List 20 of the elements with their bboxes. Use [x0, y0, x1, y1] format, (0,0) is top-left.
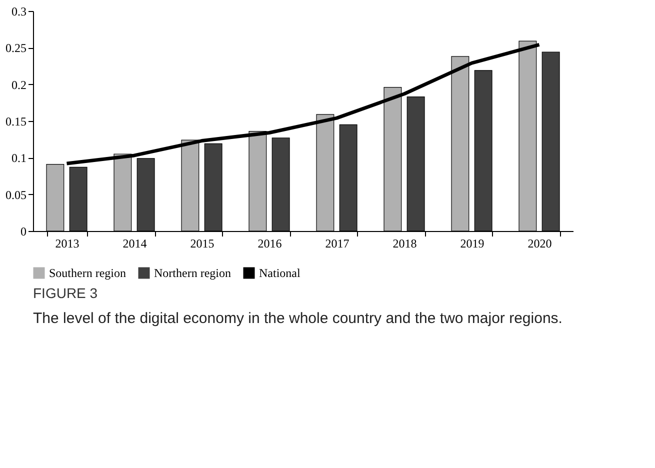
x-tick-label: 2019	[460, 236, 484, 250]
x-tick-label: 2018	[392, 236, 417, 250]
x-tick-label: 2016	[258, 236, 282, 250]
y-tick-label: 0	[20, 224, 26, 238]
legend-label: Northern region	[154, 266, 231, 280]
y-tick-label: 0.15	[6, 114, 26, 128]
x-tick-label: 2014	[122, 236, 147, 250]
caption: FIGURE 3	[33, 285, 98, 301]
y-tick-label: 0.05	[6, 188, 26, 202]
text: The level of the digital economy in the whole country and the two major regions.	[33, 310, 562, 327]
legend-label: National	[259, 266, 301, 280]
x-tick-label: 2013	[55, 236, 80, 250]
y-tick-label: 0.1	[12, 151, 26, 166]
x-tick-label: 2020	[528, 236, 552, 250]
x-tick-label: 2015	[190, 236, 214, 250]
y-tick-label: 0.25	[6, 41, 26, 56]
legend-label: Southern region	[49, 266, 126, 280]
y-tick-label: 0.3	[12, 4, 26, 18]
x-tick-label: 2017	[325, 236, 350, 250]
y-tick-label: 0.2	[12, 78, 26, 92]
